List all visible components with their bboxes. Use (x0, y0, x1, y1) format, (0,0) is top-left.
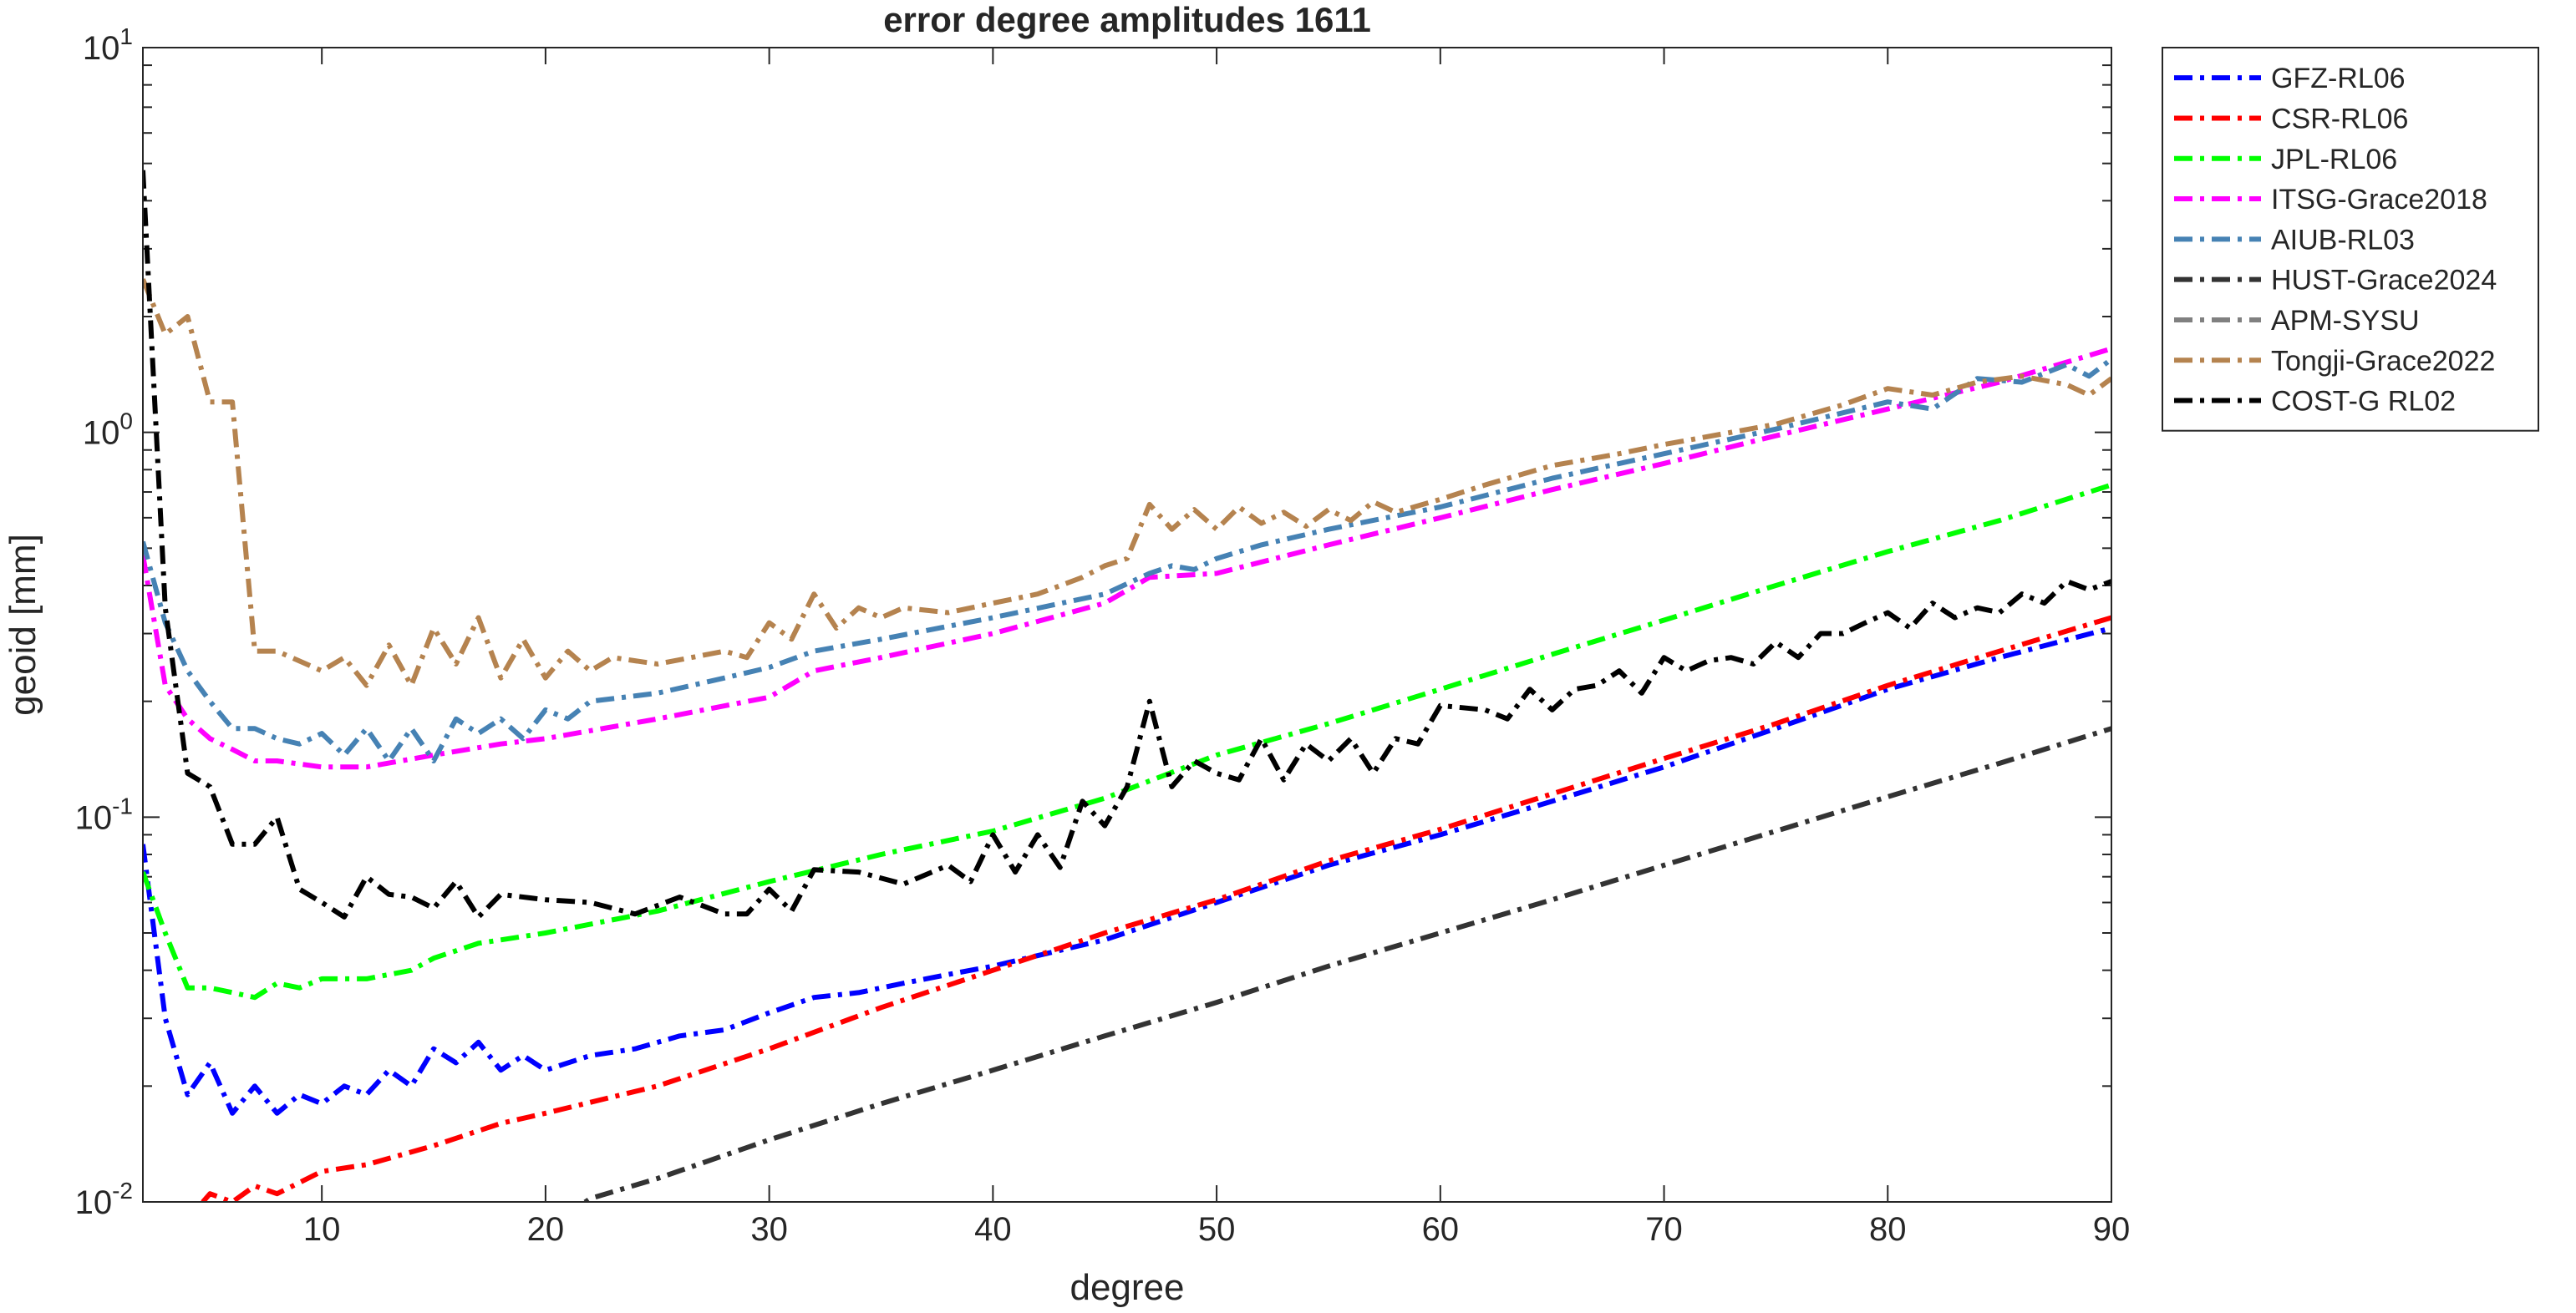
legend: GFZ-RL06 CSR-RL06 JPL-RL06 ITSG-Grace2018 AI… (2162, 47, 2539, 432)
legend-label: GFZ-RL06 (2271, 63, 2406, 94)
series-line-csr-rl06 (199, 615, 2111, 1202)
x-tick-label: 70 (1645, 1211, 1683, 1248)
legend-label: HUST-Grace2024 (2271, 265, 2497, 297)
x-tick-label: 90 (2093, 1211, 2131, 1248)
y-tick-label: 10-2 (75, 1178, 133, 1221)
x-tick-label: 20 (527, 1211, 565, 1248)
series-line-jpl-rl06 (143, 482, 2111, 1001)
series-line-hust-grace2024 (581, 726, 2111, 1202)
y-tick-label: 101 (83, 23, 133, 67)
plot-frame (142, 47, 2112, 1203)
series-line-itsg-grace2018 (143, 346, 2111, 770)
x-tick-label: 30 (750, 1211, 788, 1248)
legend-label: COST-G RL02 (2271, 386, 2456, 418)
series-line-aiub-rl03 (143, 357, 2111, 763)
series-line-tongji-grace2022 (143, 278, 2111, 688)
series-line-gfz-rl06 (143, 626, 2111, 1116)
x-tick-label: 10 (303, 1211, 341, 1248)
y-tick-label: 100 (83, 408, 133, 452)
chart-title: error degree amplitudes 1611 (883, 0, 1371, 39)
legend-label: ITSG-Grace2018 (2271, 184, 2487, 215)
series-line-cost-g-rl02 (143, 170, 2111, 920)
legend-label: JPL-RL06 (2271, 144, 2397, 175)
legend-label: CSR-RL06 (2271, 103, 2408, 134)
x-tick-label: 60 (1422, 1211, 1460, 1248)
x-tick-label: 80 (1869, 1211, 1907, 1248)
series-layer (143, 170, 2111, 1202)
x-axis-label: degree (1070, 1267, 1184, 1308)
legend-label: Tongji-Grace2022 (2271, 345, 2495, 377)
axis-ticks: 10 20 30 40 50 60 70 80 90 10-2 10-1 100 101 (75, 23, 2131, 1248)
legend-label: AIUB-RL03 (2271, 224, 2415, 256)
y-tick-label: 10-1 (75, 793, 133, 836)
y-axis-label: geoid [mm] (3, 534, 43, 716)
x-tick-label: 40 (974, 1211, 1012, 1248)
legend-label: APM-SYSU (2271, 305, 2420, 337)
x-tick-label: 50 (1198, 1211, 1236, 1248)
